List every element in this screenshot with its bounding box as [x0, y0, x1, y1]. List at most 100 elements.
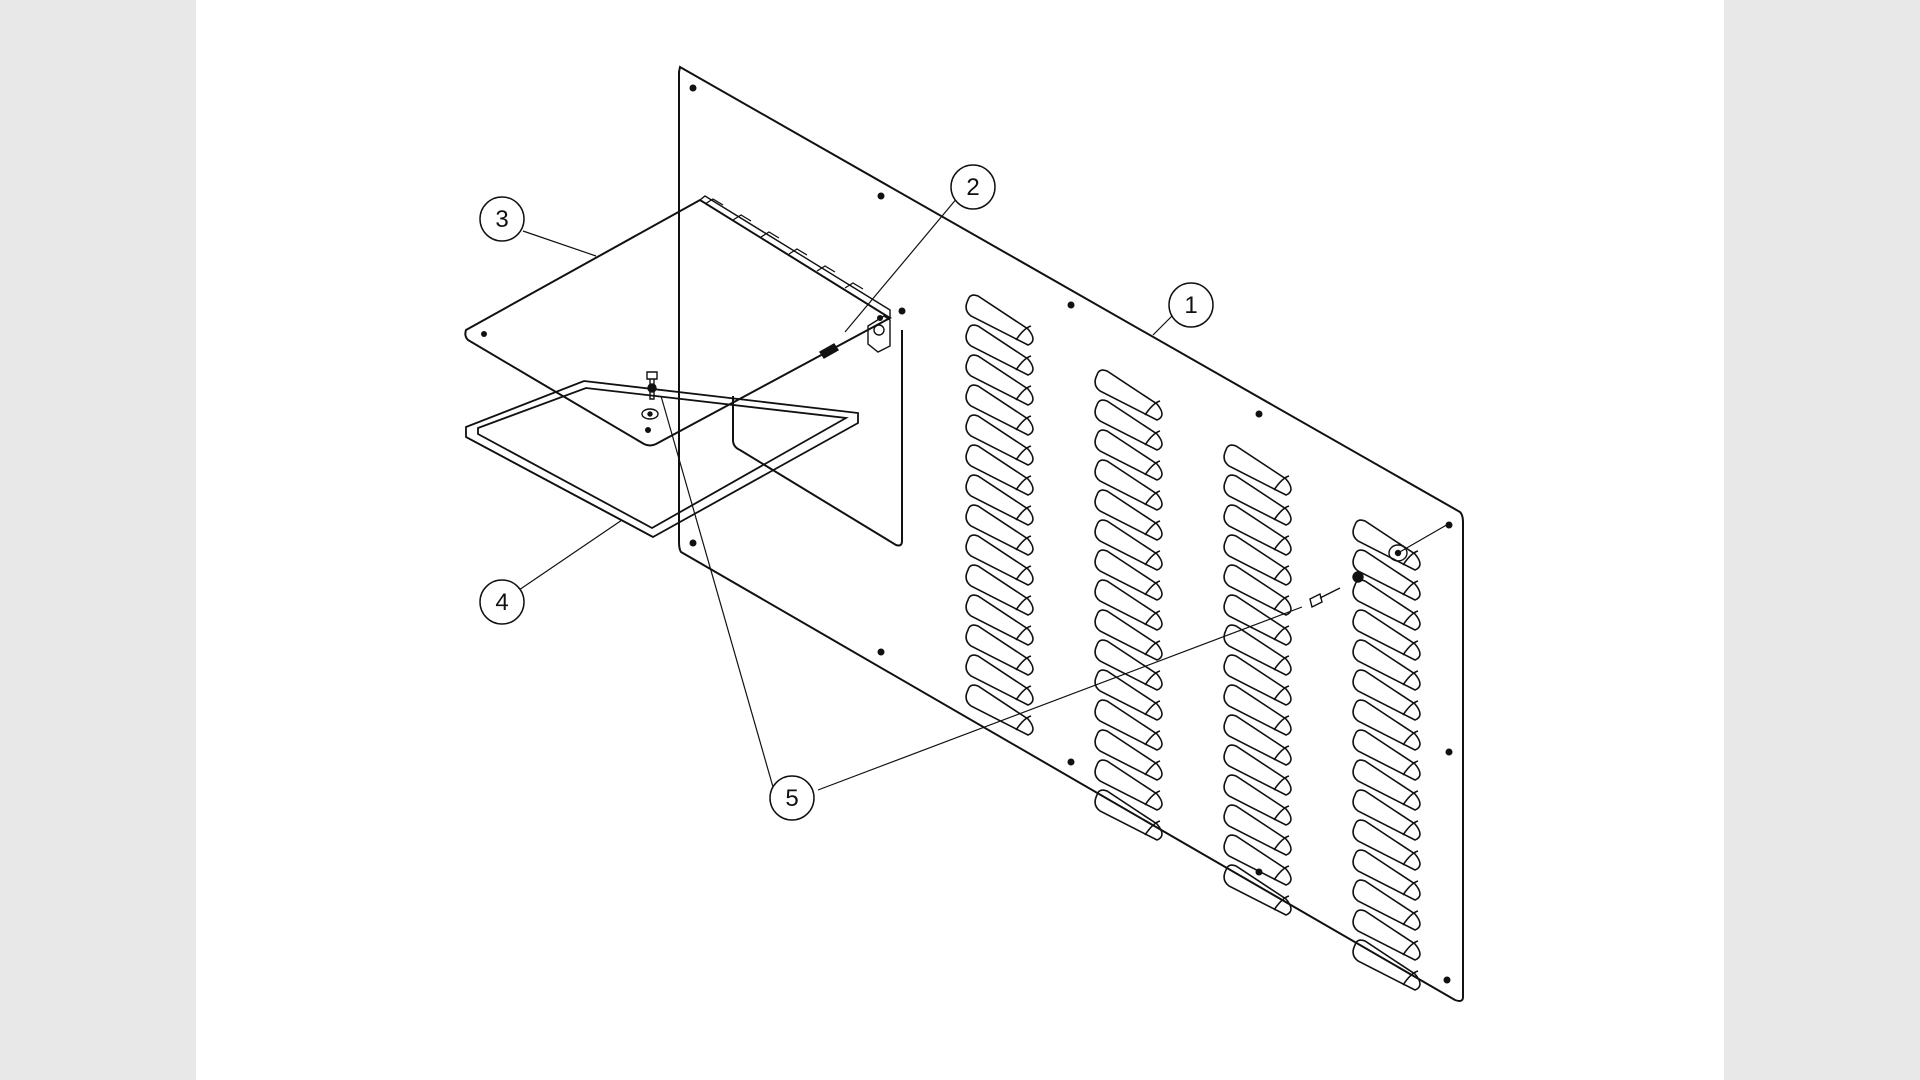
louver-slot-fold [1273, 535, 1290, 551]
louver-slot [1094, 669, 1163, 721]
louver-slot [1094, 519, 1163, 571]
louver-slot-fold [1402, 970, 1419, 986]
callout-1-label: 1 [1184, 292, 1197, 319]
louver-slot-fold [1402, 940, 1419, 956]
louver-slot-fold [1144, 520, 1161, 536]
louver-slot-fold [1273, 565, 1290, 581]
louver-slot [1223, 714, 1292, 766]
louver-slot [1094, 699, 1163, 751]
fastener-screw-right [1309, 544, 1408, 609]
fastener-screw-left [641, 371, 659, 420]
louver-slot-fold [1402, 550, 1419, 566]
louver-slot-fold [1015, 385, 1032, 401]
rear-bracket [732, 330, 903, 547]
louver-slot-fold [1402, 640, 1419, 656]
louver-slot-fold [1273, 715, 1290, 731]
louver-slot [1094, 789, 1163, 841]
louver-slot [1223, 804, 1292, 856]
louver-slot [1223, 564, 1292, 616]
louver-slot [1352, 519, 1421, 571]
louver-slot-fold [1144, 400, 1161, 416]
louver-slot-fold [1273, 505, 1290, 521]
louver-slot [965, 414, 1034, 466]
louver-slot [1094, 609, 1163, 661]
louver-slot [965, 354, 1034, 406]
louver-slot [1094, 579, 1163, 631]
louver-slot [1352, 819, 1421, 871]
callout-1: 1 [1168, 282, 1214, 328]
louver-slot-fold [1273, 625, 1290, 641]
louver-slot [965, 594, 1034, 646]
louver-slot-fold [1015, 475, 1032, 491]
callout-4-label: 4 [495, 589, 508, 616]
louver-slot-fold [1402, 820, 1419, 836]
louver-slot-fold [1015, 415, 1032, 431]
louver-slot [1223, 684, 1292, 736]
louver-slot-fold [1273, 685, 1290, 701]
louver-slot [965, 294, 1034, 346]
louver-slot [1352, 759, 1421, 811]
louver-slot-fold [1402, 760, 1419, 776]
louver-slot-fold [1015, 685, 1032, 701]
louver-slot-fold [1015, 445, 1032, 461]
louver-slot-fold [1402, 730, 1419, 746]
louver-slot [1094, 759, 1163, 811]
louver-slot [1223, 504, 1292, 556]
louver-slot-fold [1273, 835, 1290, 851]
louver-slot-fold [1144, 460, 1161, 476]
louver-slot [1352, 789, 1421, 841]
louver-slot [1352, 909, 1421, 961]
louver-slot-fold [1144, 430, 1161, 446]
callout-3-label: 3 [495, 206, 508, 233]
leader-lines [518, 196, 1451, 791]
louver-slot-fold [1402, 670, 1419, 686]
callout-5-label: 5 [785, 785, 798, 812]
louver-slot [1352, 639, 1421, 691]
louver-slot-fold [1144, 670, 1161, 686]
louver-slot-fold [1273, 745, 1290, 761]
louver-slot [1352, 579, 1421, 631]
louver-slot [1094, 369, 1163, 421]
louver-slot [1352, 879, 1421, 931]
louver-slot-fold [1402, 610, 1419, 626]
callout-4: 4 [479, 579, 525, 625]
louver-slot-fold [1015, 655, 1032, 671]
louver-slot-fold [1273, 805, 1290, 821]
louvered-panel-outline [678, 65, 1464, 1002]
louver-slot-fold [1015, 565, 1032, 581]
callout-2-label: 2 [966, 174, 979, 201]
louver-slot [1352, 669, 1421, 721]
louver-slot [965, 624, 1034, 676]
louver-slot-fold [1402, 580, 1419, 596]
louver-slot-fold [1402, 880, 1419, 896]
louver-slot [1352, 939, 1421, 991]
louver-slot-fold [1273, 865, 1290, 881]
louver-slot [965, 534, 1034, 586]
louver-slot-fold [1402, 700, 1419, 716]
louver-slot-fold [1273, 775, 1290, 791]
louver-slot-fold [1273, 655, 1290, 671]
louver-slot [1094, 549, 1163, 601]
louver-slot-fold [1144, 820, 1161, 836]
louver-slot [965, 564, 1034, 616]
louver-slot [1223, 744, 1292, 796]
louver-slot-fold [1144, 580, 1161, 596]
louver-slot-fold [1015, 625, 1032, 641]
callout-2: 2 [950, 164, 996, 210]
louver-slot [1094, 459, 1163, 511]
louver-slot [1223, 594, 1292, 646]
louver-slot-fold [1015, 715, 1032, 731]
louver-slot [1352, 729, 1421, 781]
louver-slot-fold [1015, 505, 1032, 521]
callout-5: 5 [769, 775, 815, 821]
louver-slot [1352, 549, 1421, 601]
louver-slot [1094, 639, 1163, 691]
louver-slot [1223, 624, 1292, 676]
louver-slot [1223, 444, 1292, 496]
louver-slot-fold [1144, 760, 1161, 776]
louver-slot [1223, 534, 1292, 586]
gasket-frame [465, 380, 859, 539]
louver-slot-fold [1015, 355, 1032, 371]
louver-slot [1094, 399, 1163, 451]
